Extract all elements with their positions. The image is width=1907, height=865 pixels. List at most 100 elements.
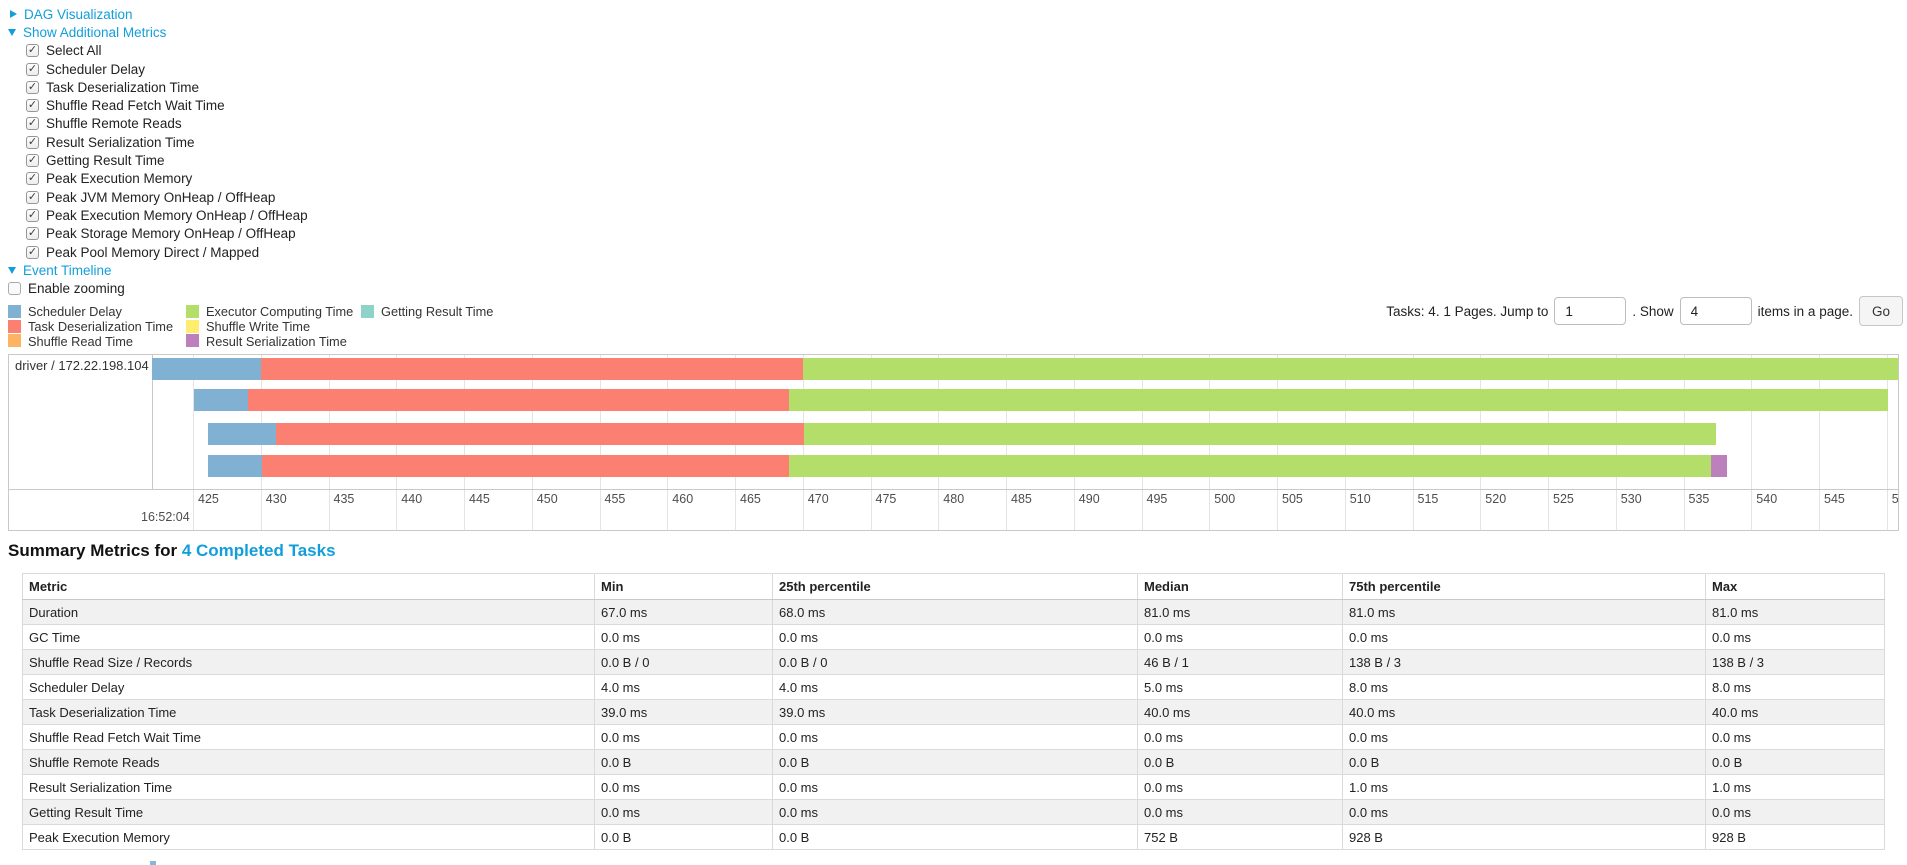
metric-checkbox[interactable]: ✓	[26, 190, 39, 204]
stage-controls: DAG Visualization Show Additional Metric…	[8, 5, 308, 298]
metric-checkbox[interactable]: ✓	[26, 99, 39, 113]
metric-option-peak-storage-memory-onheap-offheap[interactable]: ✓ Peak Storage Memory OnHeap / OffHeap	[8, 225, 308, 243]
axis-tick-label: 465	[740, 492, 761, 506]
axis-tick-label: 520	[1485, 492, 1507, 506]
summary-metrics-table: Metric Min 25th percentile Median 75th perce…	[22, 573, 1885, 850]
metric-checkbox[interactable]: ✓	[26, 227, 39, 241]
task-0-scheduler-delay-segment[interactable]	[152, 358, 261, 380]
metric-option-scheduler-delay[interactable]: ✓ Scheduler Delay	[8, 60, 308, 78]
toggle-dag-visualization[interactable]: DAG Visualization	[8, 5, 308, 23]
axis-tick-label: 515	[1417, 492, 1439, 506]
table-cell: 39.0 ms	[772, 699, 1138, 725]
task-3-task-deserialization-segment[interactable]	[262, 455, 790, 477]
metric-checkbox-label: Peak Pool Memory Direct / Mapped	[46, 244, 260, 260]
jump-to-page-input[interactable]	[1554, 297, 1627, 325]
go-button[interactable]: Go	[1858, 296, 1903, 326]
task-1-executor-computing-segment[interactable]	[789, 389, 1889, 411]
axis-tick-label: 475	[875, 492, 897, 506]
axis-tick-label: 445	[469, 492, 490, 506]
table-cell: Shuffle Read Fetch Wait Time	[22, 724, 595, 750]
axis-tick-label: 545	[1824, 492, 1845, 506]
enable-zooming-option[interactable]: Enable zooming	[8, 279, 308, 297]
metric-checkbox[interactable]: ✓	[26, 245, 39, 259]
metric-checkbox[interactable]: ✓	[26, 135, 39, 149]
table-cell: 0.0 ms	[594, 724, 773, 750]
axis-tick-label: 530	[1620, 492, 1642, 506]
table-cell: 0.0 ms	[772, 774, 1138, 800]
metric-option-select-all[interactable]: ✓ Select All	[8, 42, 308, 60]
table-cell: 0.0 B	[594, 824, 773, 850]
task-2-scheduler-delay-segment[interactable]	[207, 423, 276, 445]
table-cell: 138 B / 3	[1705, 649, 1885, 675]
table-row-gc-time: GC Time 0.0 ms 0.0 ms 0.0 ms 0.0 ms 0.0 ms	[22, 624, 1885, 650]
enable-zooming-checkbox[interactable]	[8, 282, 21, 296]
task-2-task-deserialization-segment[interactable]	[275, 423, 805, 445]
completed-tasks-link[interactable]: 4 Completed Tasks	[181, 541, 336, 560]
metric-checkbox[interactable]: ✓	[26, 117, 39, 131]
task-0-task-deserialization-segment[interactable]	[260, 358, 803, 380]
task-pagination: Tasks: 4. 1 Pages. Jump to . Show items …	[1386, 296, 1903, 326]
task-1-task-deserialization-segment[interactable]	[247, 389, 790, 411]
table-cell: 40.0 ms	[1705, 699, 1885, 725]
metric-option-peak-pool-memory-direct-mapped[interactable]: ✓ Peak Pool Memory Direct / Mapped	[8, 243, 308, 261]
metric-option-peak-execution-memory[interactable]: ✓ Peak Execution Memory	[8, 170, 308, 188]
task-3-result-serialization-segment[interactable]	[1710, 455, 1727, 477]
column-header-75th-percentile: 75th percentile	[1342, 573, 1706, 600]
task-1-scheduler-delay-segment[interactable]	[193, 389, 248, 411]
legend-item-scheduler-delay: Scheduler Delay	[8, 304, 173, 319]
task-2-executor-computing-segment[interactable]	[804, 423, 1716, 445]
table-row-peak-execution-memory: Peak Execution Memory 0.0 B 0.0 B 752 B 928 …	[22, 824, 1885, 850]
table-row-shuffle-read-fetch-wait-time: Shuffle Read Fetch Wait Time 0.0 ms 0.0 ms…	[22, 724, 1885, 750]
metric-option-task-deserialization-time[interactable]: ✓ Task Deserialization Time	[8, 78, 308, 96]
gridline	[1819, 355, 1820, 530]
metric-option-shuffle-read-fetch-wait-time[interactable]: ✓ Shuffle Read Fetch Wait Time	[8, 96, 308, 114]
table-cell: 81.0 ms	[1137, 599, 1343, 625]
task-3-scheduler-delay-segment[interactable]	[207, 455, 263, 477]
toggle-show-additional-metrics[interactable]: Show Additional Metrics	[8, 23, 308, 41]
table-cell: Getting Result Time	[22, 799, 595, 825]
axis-tick-label: 500	[1214, 492, 1236, 506]
metric-checkbox[interactable]: ✓	[26, 62, 39, 76]
metric-checkbox-label: Scheduler Delay	[46, 61, 146, 77]
timeline-executor-label: driver / 172.22.198.104	[15, 358, 149, 373]
metric-option-peak-jvm-memory-onheap-offheap[interactable]: ✓ Peak JVM Memory OnHeap / OffHeap	[8, 188, 308, 206]
summary-title-prefix: Summary Metrics for	[8, 541, 182, 560]
metric-option-peak-execution-memory-onheap-offheap[interactable]: ✓ Peak Execution Memory OnHeap / OffHeap	[8, 206, 308, 224]
metric-checkbox[interactable]: ✓	[26, 172, 39, 186]
task-0-executor-computing-segment[interactable]	[802, 358, 1898, 380]
legend-label: Shuffle Read Time	[28, 333, 134, 349]
column-header-median: Median	[1137, 573, 1343, 600]
timeline-label-column-divider	[152, 355, 153, 489]
metric-checkbox[interactable]: ✓	[26, 154, 39, 168]
metric-checkbox-label: Peak Storage Memory OnHeap / OffHeap	[46, 226, 296, 242]
metric-checkbox-label: Shuffle Remote Reads	[46, 116, 182, 132]
table-cell: 81.0 ms	[1705, 599, 1885, 625]
table-cell: 0.0 ms	[1342, 799, 1706, 825]
table-cell: 0.0 ms	[1137, 774, 1343, 800]
task-3-executor-computing-segment[interactable]	[789, 455, 1711, 477]
table-cell: Shuffle Remote Reads	[22, 749, 595, 775]
axis-tick-label: 430	[265, 492, 287, 506]
axis-tick-label: 480	[943, 492, 965, 506]
table-cell: 5.0 ms	[1137, 674, 1343, 700]
metric-option-result-serialization-time[interactable]: ✓ Result Serialization Time	[8, 133, 308, 151]
metric-checkbox[interactable]: ✓	[26, 80, 39, 94]
legend-label: Task Deserialization Time	[28, 318, 174, 334]
legend-item-executor-computing-time: Executor Computing Time	[186, 304, 353, 319]
metric-checkbox[interactable]: ✓	[26, 44, 39, 58]
metric-option-shuffle-remote-reads[interactable]: ✓ Shuffle Remote Reads	[8, 115, 308, 133]
legend-item-getting-result-time: Getting Result Time	[361, 304, 493, 319]
table-cell: GC Time	[22, 624, 595, 650]
table-cell: 0.0 ms	[594, 624, 773, 650]
table-cell: 0.0 ms	[1342, 724, 1706, 750]
items-per-page-input[interactable]	[1679, 297, 1752, 325]
table-cell: 68.0 ms	[772, 599, 1138, 625]
cutoff-next-section	[150, 861, 156, 865]
table-cell: 0.0 B	[772, 749, 1138, 775]
metric-checkbox-label: Select All	[46, 43, 102, 59]
metric-checkbox[interactable]: ✓	[26, 208, 39, 222]
metric-option-getting-result-time[interactable]: ✓ Getting Result Time	[8, 151, 308, 169]
table-cell: Scheduler Delay	[22, 674, 595, 700]
toggle-event-timeline[interactable]: Event Timeline	[8, 261, 308, 279]
table-cell: 928 B	[1705, 824, 1885, 850]
